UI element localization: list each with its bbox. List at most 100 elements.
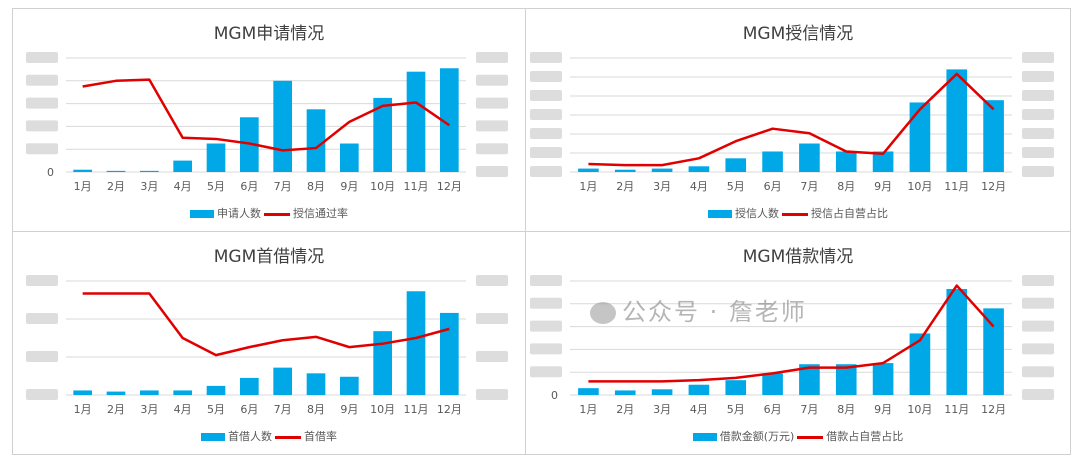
legend-bar-swatch [692,433,717,441]
x-tick-label: 4月 [690,180,708,193]
x-tick-label: 1月 [579,403,597,416]
bar [306,109,326,172]
legend-bar-swatch [708,210,732,218]
blurred-right-tick [1022,275,1054,286]
blurred-left-tick [26,143,58,155]
blurred-right-tick [1022,71,1054,82]
blurred-right-tick [476,275,508,286]
blurred-right-tick [1022,297,1054,309]
legend-bar-label: 首借人数 [228,430,272,443]
watermark-text: 公众号 · 詹老师 [622,298,807,326]
bar [799,364,820,395]
x-tick-label: 2月 [616,180,634,193]
x-tick-label: 8月 [837,180,855,193]
bar [73,390,92,395]
x-tick-label: 8月 [307,180,325,193]
bar [651,389,673,395]
bar [983,100,1004,172]
blurred-right-tick [1022,109,1054,120]
x-tick-label: 10月 [370,403,395,416]
legend-line-label: 授信通过率 [293,207,348,220]
chart-plot: 0 1月 2月 3月 4月 5月 6月 7月 8月 9月 10月 11月 12月 [26,52,508,193]
legend-line-swatch [782,212,808,216]
bar [909,102,931,172]
x-tick-label: 7月 [800,180,818,193]
blurred-right-tick [476,97,508,109]
legend: 借款金额(万元) 借款占自营占比 [526,428,1070,444]
blurred-left-tick [26,97,58,109]
bar [688,384,710,395]
bar [762,373,783,395]
bar [306,373,326,395]
x-tick-label: 4月 [174,180,192,193]
bar [440,68,459,172]
bar [273,367,292,395]
x-tick-label: 12月 [437,180,462,193]
x-tick-label: 9月 [874,403,892,416]
blurred-left-tick [530,275,562,286]
x-tick-label: 7月 [274,180,292,193]
bar [173,160,192,172]
x-tick-label: 1月 [74,180,92,193]
blurred-right-tick [476,389,508,400]
blurred-right-tick [476,166,508,177]
bar [206,385,226,395]
x-tick-label: 2月 [616,403,634,416]
chart-plot: 1月 2月 3月 4月 5月 6月 7月 8月 9月 10月 11月 12月 [26,275,508,416]
blurred-left-tick [26,120,58,132]
legend: 授信人数 授信占自营占比 [526,205,1070,221]
x-tick-label: 11月 [404,180,429,193]
bar [140,390,159,395]
blurred-right-tick [1022,320,1054,332]
bar [946,69,968,172]
x-tick-label: 12月 [981,403,1006,416]
y-tick-label: 0 [551,389,558,402]
x-tick-label: 8月 [837,403,855,416]
blurred-left-tick [530,147,562,158]
x-tick-label: 9月 [874,180,892,193]
bar [73,169,92,172]
blurred-right-tick [476,120,508,132]
x-tick-label: 1月 [579,180,597,193]
x-tick-label: 5月 [727,403,745,416]
blurred-left-tick [26,351,58,362]
x-tick-label: 5月 [207,180,225,193]
bar [140,170,159,172]
bar [578,388,599,395]
x-tick-label: 9月 [340,403,358,416]
y-tick-label: 0 [47,166,54,179]
bar [799,143,820,172]
line-series [82,78,451,152]
legend-line-label: 授信占自营占比 [811,207,888,220]
blurred-left-tick [530,52,562,63]
legend-line-label: 借款占自营占比 [826,430,904,443]
x-tick-label: 7月 [800,403,818,416]
x-tick-label: 2月 [107,403,125,416]
x-tick-label: 3月 [140,180,158,193]
bar [106,391,126,395]
bar [872,151,894,172]
chart-title: MGM借款情况 [742,247,854,267]
blurred-right-tick [476,74,508,86]
x-tick-label: 5月 [727,180,745,193]
blurred-right-tick [1022,90,1054,101]
blurred-left-tick [530,320,562,332]
bar [614,169,636,172]
bar [578,168,599,172]
chart-title: MGM首借情况 [213,247,325,267]
chart-title: MGM授信情况 [742,24,854,44]
blurred-left-tick [530,297,562,309]
blurred-left-tick [530,366,562,378]
blurred-left-tick [26,313,58,324]
bar [725,380,747,395]
bar [106,170,126,172]
x-tick-label: 6月 [764,180,782,193]
x-tick-label: 1月 [74,403,92,416]
bar [725,158,747,172]
blurred-right-tick [1022,389,1054,400]
x-tick-label: 11月 [404,403,429,416]
bar [835,151,857,172]
chart-title: MGM申请情况 [213,24,325,44]
blurred-right-tick [1022,166,1054,177]
legend-line-swatch [797,435,824,439]
